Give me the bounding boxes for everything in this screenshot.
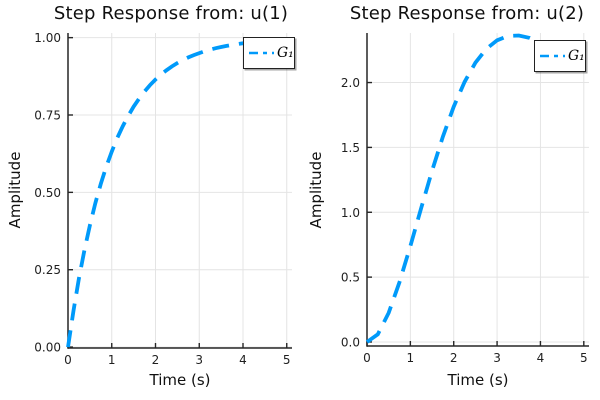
x-tick-label: 3 xyxy=(493,351,501,365)
legend-dashed-line-icon xyxy=(540,54,565,58)
x-tick-label: 4 xyxy=(537,351,545,365)
x-axis-label-u2: Time (s) xyxy=(447,371,509,389)
step-response-curve xyxy=(365,33,585,344)
y-tick-label: 0.25 xyxy=(34,263,61,277)
step-response-curve xyxy=(66,37,287,348)
x-tick-label: 3 xyxy=(195,353,203,367)
plot-title-u1: Step Response from: u(1) xyxy=(53,3,289,24)
legend-label-u2: G₁ xyxy=(568,48,585,64)
y-tick-label: 1.5 xyxy=(341,141,360,155)
y-tick-label: 0.75 xyxy=(34,108,61,122)
x-tick-label: 5 xyxy=(580,351,588,365)
x-tick-label: 1 xyxy=(108,353,116,367)
legend-dashed-line-icon xyxy=(249,51,274,55)
y-tick-label: 0.5 xyxy=(341,271,360,285)
y-tick-label: 0.0 xyxy=(341,335,360,349)
legend-label-u1: G₁ xyxy=(277,45,294,61)
y-tick-label: 0.50 xyxy=(34,186,61,200)
y-tick-label: 1.0 xyxy=(341,206,360,220)
x-tick-label: 0 xyxy=(363,351,371,365)
y-tick-label: 2.0 xyxy=(341,76,360,90)
legend-u2: G₁ xyxy=(534,40,586,72)
y-tick-label: 0.00 xyxy=(34,341,61,355)
x-tick-label: 4 xyxy=(239,353,247,367)
legend-u1: G₁ xyxy=(243,37,295,69)
plot-title-u2: Step Response from: u(2) xyxy=(349,3,585,24)
x-axis-label-u1: Time (s) xyxy=(149,371,211,389)
y-tick-label: 1.00 xyxy=(34,31,61,45)
x-tick-label: 0 xyxy=(64,353,72,367)
x-tick-label: 1 xyxy=(407,351,415,365)
x-tick-label: 5 xyxy=(283,353,291,367)
x-tick-label: 2 xyxy=(450,351,458,365)
x-tick-label: 2 xyxy=(152,353,160,367)
